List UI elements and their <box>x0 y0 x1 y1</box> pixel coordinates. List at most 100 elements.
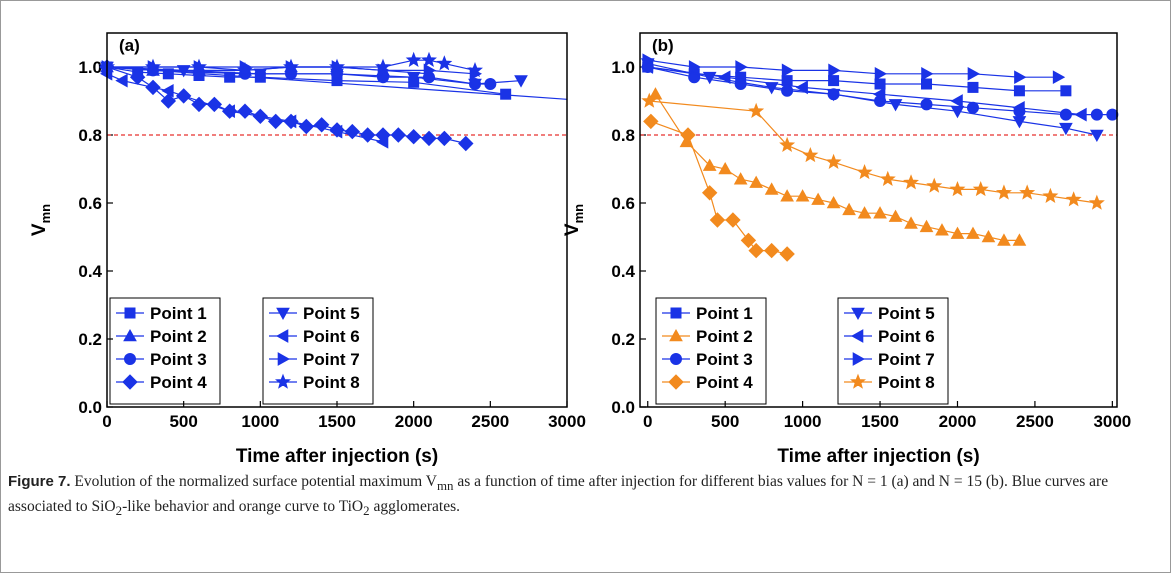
x-tick-label: 1000 <box>784 412 822 431</box>
legend-label: Point 7 <box>878 350 935 369</box>
marker <box>161 83 174 98</box>
marker <box>669 328 683 342</box>
marker <box>275 329 289 343</box>
legend-label: Point 6 <box>303 327 360 346</box>
marker <box>1012 233 1027 246</box>
marker <box>123 328 137 342</box>
marker <box>879 170 896 186</box>
marker <box>856 164 873 180</box>
marker <box>748 242 764 259</box>
marker <box>781 63 795 78</box>
y-axis-label-sub: mn <box>571 204 586 224</box>
marker <box>1012 100 1025 115</box>
marker <box>423 63 437 78</box>
marker <box>852 352 866 366</box>
caption-text: agglomerates. <box>369 498 460 516</box>
marker <box>795 189 810 202</box>
marker <box>467 62 483 78</box>
caption-text: as a function of time after injection fo… <box>8 473 1109 516</box>
y-axis-label-main: V <box>562 223 583 236</box>
marker <box>344 123 361 140</box>
caption-subscript: 2 <box>363 503 370 519</box>
panel-label: (a) <box>119 36 140 55</box>
caption-subscript: 2 <box>115 503 123 519</box>
y-tick-label: 1.0 <box>78 58 102 77</box>
marker <box>283 58 299 74</box>
legend-label: Point 8 <box>303 373 360 392</box>
marker <box>359 127 376 143</box>
y-tick-label: 1.0 <box>611 58 635 77</box>
marker <box>779 136 796 152</box>
marker <box>313 117 330 133</box>
x-tick-label: 2000 <box>395 412 433 431</box>
marker <box>718 161 733 175</box>
marker <box>1052 70 1066 85</box>
marker <box>950 105 965 119</box>
legend-label: Point 7 <box>303 350 360 369</box>
x-tick-label: 3000 <box>548 412 586 431</box>
marker <box>966 226 980 239</box>
marker <box>873 87 886 102</box>
marker <box>857 206 872 219</box>
marker <box>642 53 655 68</box>
x-tick-label: 0 <box>102 412 111 431</box>
marker <box>406 71 421 85</box>
y-tick-label: 0.4 <box>611 262 635 281</box>
marker <box>966 101 979 114</box>
x-tick-label: 1500 <box>318 412 356 431</box>
legend-box <box>655 297 767 405</box>
marker <box>1088 194 1105 210</box>
y-tick-label: 0.6 <box>78 194 102 213</box>
marker <box>276 307 290 321</box>
marker <box>375 134 389 149</box>
marker <box>926 177 943 193</box>
marker <box>405 128 422 145</box>
legend-label: Point 4 <box>150 373 207 392</box>
x-axis-label: Time after injection (s) <box>236 446 438 467</box>
legend-label: Point 1 <box>696 304 753 323</box>
marker <box>405 51 422 67</box>
marker <box>709 212 726 228</box>
marker <box>949 181 966 197</box>
marker <box>802 147 819 163</box>
y-tick-label: 0.2 <box>78 330 102 349</box>
marker <box>874 78 886 90</box>
marker <box>919 219 934 233</box>
marker <box>921 78 933 90</box>
series-line <box>649 100 1097 204</box>
x-tick-label: 1500 <box>861 412 899 431</box>
marker <box>749 175 764 188</box>
legend-label: Point 2 <box>696 327 753 346</box>
x-tick-label: 3000 <box>1093 412 1131 431</box>
marker <box>275 373 291 389</box>
y-axis-label-sub: mn <box>38 204 53 224</box>
marker <box>828 75 840 87</box>
y-tick-label: 0.6 <box>611 194 635 213</box>
marker <box>981 229 996 243</box>
legend-label: Point 5 <box>303 304 360 323</box>
y-tick-label: 0.8 <box>78 126 102 145</box>
marker <box>421 130 437 147</box>
legend-label: Point 3 <box>696 350 753 369</box>
legend-box <box>262 297 374 405</box>
y-axis-label-main: V <box>29 223 50 236</box>
y-tick-label: 0.0 <box>78 398 102 417</box>
marker <box>735 60 748 74</box>
marker <box>874 66 888 81</box>
x-tick-label: 2500 <box>1016 412 1054 431</box>
marker <box>122 374 138 390</box>
marker <box>375 58 391 74</box>
marker <box>329 124 343 139</box>
x-tick-label: 500 <box>169 412 197 431</box>
marker <box>825 153 842 169</box>
marker <box>851 307 865 321</box>
marker <box>670 353 682 365</box>
marker <box>421 51 437 67</box>
marker <box>668 374 684 390</box>
marker <box>950 94 963 108</box>
marker <box>436 130 453 147</box>
caption-label: Figure 7. <box>8 473 71 490</box>
marker <box>237 62 253 78</box>
marker <box>779 246 795 262</box>
